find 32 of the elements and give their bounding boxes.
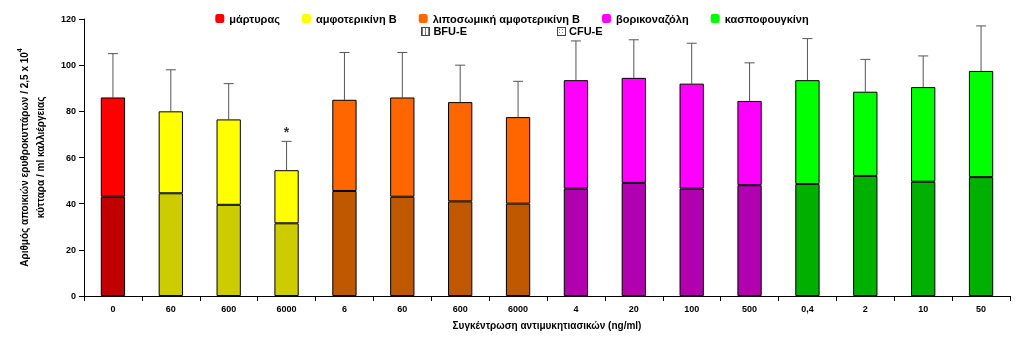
x-tick-label: 10 [918, 303, 929, 314]
x-tick-label: 50 [976, 303, 987, 314]
x-tick-label: 6000 [508, 303, 529, 314]
legend-label: βορικοναζόλη [616, 12, 689, 26]
x-tick-label: 600 [452, 303, 468, 314]
annotation: CFU-E [569, 25, 603, 37]
y-tick-label: 80 [65, 106, 76, 117]
x-tick-label: 2 [862, 303, 868, 314]
annotation: BFU-E [433, 25, 467, 37]
y-tick-label: 120 [60, 14, 76, 24]
x-tick-label: 6000 [276, 303, 297, 314]
y-tick-label: 0 [70, 291, 76, 301]
legend-label: κασποφουγκίνη [724, 12, 809, 25]
x-tick-label: 600 [221, 303, 237, 314]
x-tick-label: 0 [110, 303, 116, 314]
x-tick-label: 100 [684, 303, 700, 314]
x-tick-label: 4 [573, 303, 579, 314]
x-tick-label: 20 [628, 303, 639, 314]
y-tick-label: 20 [65, 244, 76, 255]
x-tick-label: 60 [397, 303, 408, 314]
y-tick-label: 40 [65, 198, 76, 209]
y-tick-label: 60 [65, 152, 76, 163]
x-tick-label: 500 [742, 303, 758, 314]
y-tick-label: 100 [60, 60, 76, 71]
legend-label: λιποσωμική αμφοτερικίνη Β [432, 12, 581, 25]
x-axis-title: Συγκέντρωση αντιμυκητιασικών (ng/ml) [452, 319, 642, 331]
x-tick-label: 0,4 [801, 303, 814, 314]
legend-label: μάρτυρας [229, 12, 281, 26]
annotation: * [283, 124, 290, 141]
x-tick-label: 60 [165, 303, 176, 314]
x-tick-label: 6 [341, 303, 347, 314]
legend-label: αμφοτερικίνη Β [315, 12, 397, 25]
